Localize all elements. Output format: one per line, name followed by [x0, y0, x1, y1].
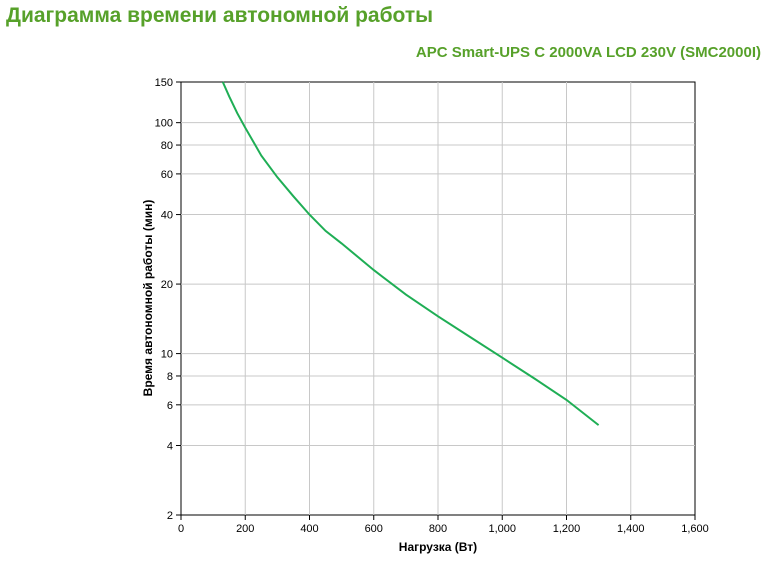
y-tick-label: 8	[167, 371, 173, 383]
runtime-curve	[221, 81, 600, 426]
x-tick-label: 1,200	[553, 523, 581, 535]
y-tick-label: 60	[161, 169, 173, 181]
x-tick-label: 600	[365, 523, 383, 535]
x-tick-label: 1,600	[681, 523, 709, 535]
x-tick-label: 200	[236, 523, 254, 535]
y-tick-label: 2	[167, 510, 173, 522]
y-tick-label: 40	[161, 210, 173, 222]
grid-lines	[181, 82, 695, 515]
y-axis-ticks: 2 4 6 8 10 20 40 60 80 100 150	[155, 77, 181, 522]
y-tick-label: 80	[161, 140, 173, 152]
chart-title: Диаграмма времени автономной работы	[6, 4, 434, 27]
y-tick-label: 4	[167, 440, 173, 452]
y-axis-label: Время автономной работы (мин)	[141, 200, 155, 397]
y-tick-label: 10	[161, 349, 173, 361]
y-tick-label: 150	[155, 77, 173, 89]
x-tick-label: 800	[429, 523, 447, 535]
y-tick-label: 6	[167, 400, 173, 412]
y-tick-label: 100	[155, 118, 173, 130]
x-tick-label: 0	[178, 523, 184, 535]
x-tick-label: 1,000	[488, 523, 516, 535]
x-tick-label: 1,400	[617, 523, 645, 535]
x-tick-label: 400	[300, 523, 318, 535]
x-axis-label: Нагрузка (Вт)	[399, 540, 477, 554]
y-tick-label: 20	[161, 279, 173, 291]
chart-subtitle: APC Smart-UPS C 2000VA LCD 230V (SMC2000…	[415, 44, 761, 61]
x-axis-ticks: 0 200 400 600 800 1,000 1,200 1,400 1,600	[178, 515, 709, 535]
